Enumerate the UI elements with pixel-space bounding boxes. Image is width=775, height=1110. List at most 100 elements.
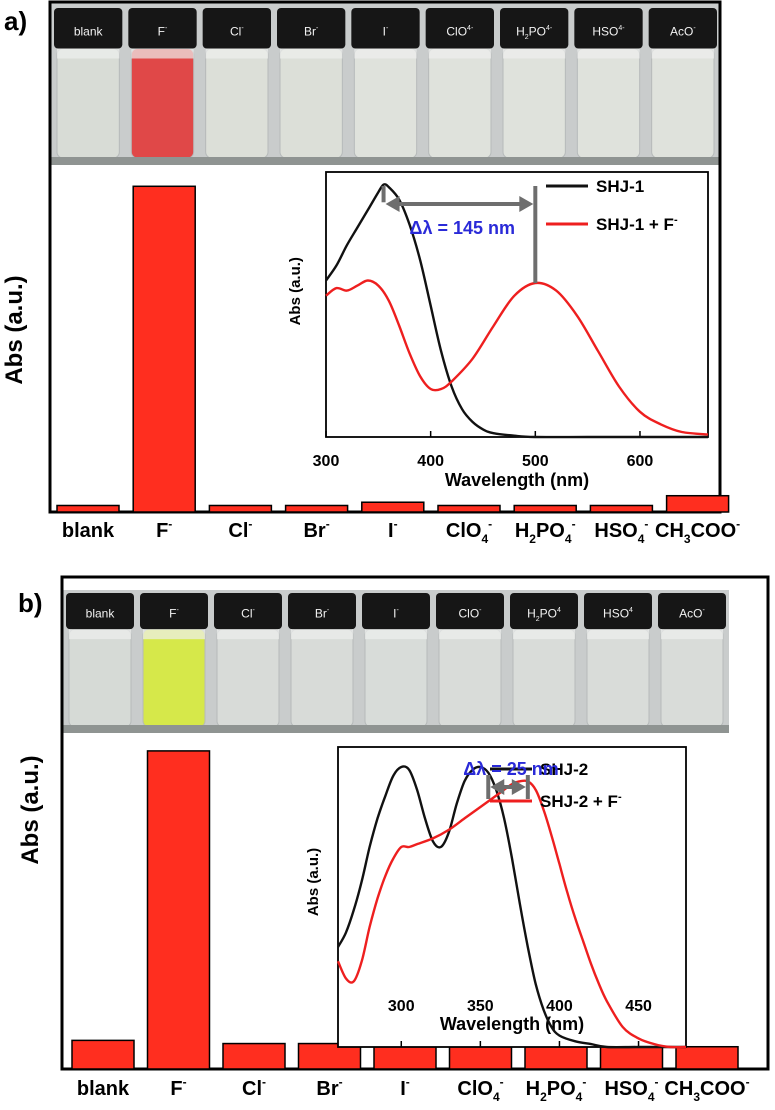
vial-label: HSO4 — [603, 607, 633, 621]
label-part-sup: - — [746, 1075, 750, 1089]
vial-neck — [428, 48, 491, 59]
vial-label: ClO4- — [446, 25, 474, 39]
tick-label-blank: blank — [77, 1078, 130, 1100]
vial-neck — [131, 48, 194, 59]
bar-ClO4 — [437, 504, 501, 513]
label-part-base: I — [388, 520, 394, 542]
vial-cap — [277, 8, 346, 49]
label-part-sup: - — [253, 607, 256, 614]
label-part-base: ClO — [446, 25, 467, 39]
inset-series-line-2 — [325, 279, 709, 436]
label-part-mid: PO — [536, 520, 565, 542]
label-part-base: CH — [655, 520, 684, 542]
inset-y-axis-label: Abs (a.u.) — [305, 848, 322, 916]
legend-label: SHJ-2 + F- — [540, 791, 622, 811]
label-part-sup: - — [262, 1075, 266, 1089]
label-part-sup: 4 — [546, 25, 550, 32]
vial-body — [438, 628, 502, 728]
y-axis-label: Abs (a.u.) — [17, 755, 44, 864]
panel-label: a) — [4, 6, 27, 36]
label-part-mid: PO — [540, 607, 557, 621]
bar-I — [361, 501, 425, 513]
vial: Cl- — [214, 593, 282, 728]
panel-a: a) blank F- Cl- Br- I- ClO4- H2PO4- HSO4- AcO-Abs… — [1, 0, 740, 546]
vial-label: I- — [393, 607, 399, 621]
vial-neck — [587, 629, 649, 640]
label-part-sup: - — [655, 1075, 659, 1089]
delta-arrow-head-left — [385, 196, 400, 212]
label-part-base: F — [170, 1078, 182, 1100]
tick-label-H2PO4: H2PO4- — [526, 1075, 587, 1104]
label-part-sup: - — [241, 25, 244, 32]
vial-body — [512, 628, 576, 728]
vial-body — [364, 628, 428, 728]
inset-x-tick-label: 300 — [388, 998, 415, 1015]
label-part-base: AcO — [679, 607, 702, 621]
label-part-sup: - — [736, 517, 740, 531]
vial-shelf — [51, 157, 720, 165]
bar-CH3COO — [675, 1045, 739, 1070]
label-part-sub: 4 — [493, 1090, 500, 1104]
vial-cap — [202, 8, 271, 49]
label-part-base: ClO — [446, 520, 482, 542]
label-part-sub: 3 — [684, 532, 691, 546]
vial-label: ClO- — [458, 607, 482, 621]
vial-cap — [436, 593, 504, 630]
vial-neck — [205, 48, 268, 59]
vial-cap — [214, 593, 282, 630]
label-part-base: Br — [303, 520, 325, 542]
vial-cap — [510, 593, 578, 630]
label-part-sup: 4 — [467, 25, 471, 32]
vial: H2PO4- — [500, 8, 569, 159]
label-part-base: Cl — [241, 607, 252, 621]
vial: HSO4 — [584, 593, 652, 728]
vial-label: AcO- — [670, 25, 696, 39]
vial-body — [428, 48, 492, 159]
bar-Cl — [222, 1042, 286, 1070]
legend-label-text: SHJ-2 — [540, 760, 588, 779]
delta-arrow-head-right — [519, 196, 534, 212]
label-part-base: Cl — [230, 25, 241, 39]
legend-label: SHJ-1 — [596, 177, 644, 196]
tick-label-CH3COO: CH3COO- — [655, 517, 740, 546]
tick-label-I: I- — [388, 517, 398, 542]
label-part-sup2: - — [622, 25, 625, 32]
inset-x-tick-label: 450 — [625, 998, 652, 1015]
bar-HSO4 — [589, 504, 654, 513]
panel-label: b) — [18, 588, 43, 618]
vial-cap — [351, 8, 420, 49]
vial-neck — [217, 629, 279, 640]
label-part-sup: - — [165, 25, 168, 32]
label-part-sup: - — [406, 1075, 410, 1089]
label-part-sup: 4 — [629, 607, 633, 614]
label-part-base: F — [158, 25, 165, 39]
label-part-base: H — [527, 607, 536, 621]
tick-label-blank: blank — [62, 520, 115, 542]
vial: Br- — [288, 593, 356, 728]
label-part-mid: PO — [547, 1078, 576, 1100]
label-part-sup: - — [572, 517, 576, 531]
vial: F- — [128, 8, 197, 159]
delta-arrow-head-left — [490, 779, 505, 795]
vial-body — [502, 48, 566, 159]
label-part-sub: 4 — [648, 1090, 655, 1104]
vial-cap — [140, 593, 208, 630]
bar-F — [146, 750, 211, 1070]
bar-blank — [71, 1039, 135, 1070]
label-part-sup: - — [386, 25, 389, 32]
legend-label-text: SHJ-1 + F — [596, 215, 674, 234]
tick-label-Cl: Cl- — [228, 517, 252, 542]
delta-lambda-annotation: Δλ = 25 nm — [463, 759, 558, 779]
vial-label: Br- — [304, 25, 319, 39]
label-part-base: I — [383, 25, 386, 39]
label-part-sup: - — [248, 517, 252, 531]
vial-label: blank — [74, 25, 104, 39]
panel-b: b) blank F- Cl- Br- I- ClO- H2PO4 HSO4 AcO-Abs (a… — [17, 575, 770, 1104]
vial-body — [660, 628, 724, 728]
bar-ClO4 — [448, 1045, 513, 1070]
vial-body — [353, 48, 418, 159]
legend-label-charge: - — [618, 791, 622, 803]
vial: AcO- — [658, 593, 726, 728]
inset-chart: 300 400 500 600 Wavelength (nm) Abs (a.u.) SHJ… — [287, 171, 709, 490]
inset-chart: 300 350 400 450 Wavelength (nm) Abs (a.u.) SHJ… — [305, 746, 687, 1049]
